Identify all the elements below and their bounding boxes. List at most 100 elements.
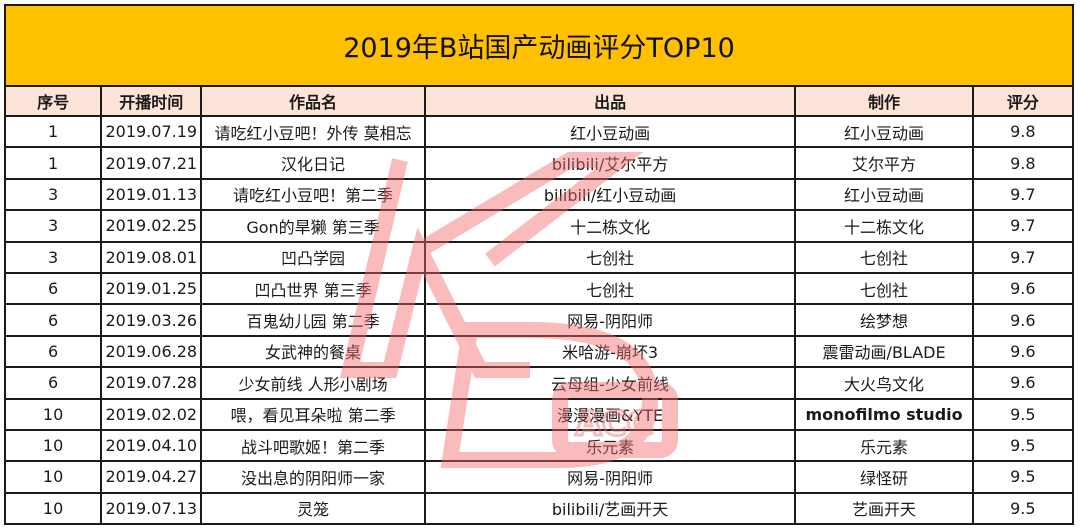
title-cell: 少女前线 人形小剧场 xyxy=(200,366,426,400)
score-cell: 9.8 xyxy=(971,114,1075,149)
table-row: 6 2019.06.28 女武神的餐桌 米哈游-崩坏3 震雷动画/BLADE 9… xyxy=(3,334,1075,369)
producer-cell: 红小豆动画 xyxy=(794,177,974,212)
score-cell: 9.5 xyxy=(971,428,1075,463)
publisher-cell: 米哈游-崩坏3 xyxy=(423,334,797,369)
header-rank: 序号 xyxy=(3,85,103,117)
table-row: 6 2019.01.25 凹凸世界 第三季 七创社 七创社 9.6 xyxy=(3,271,1075,306)
title-cell: 百鬼幼儿园 第二季 xyxy=(200,303,426,337)
rank-cell: 3 xyxy=(3,209,103,243)
score-cell: 9.5 xyxy=(971,491,1075,526)
producer-cell: 红小豆动画 xyxy=(794,114,974,149)
publisher-cell: 网易-阴阳师 xyxy=(423,460,797,494)
rank-cell: 10 xyxy=(3,428,103,463)
publisher-cell: 网易-阴阳师 xyxy=(423,303,797,337)
title-cell: 喂，看见耳朵啦 第二季 xyxy=(200,397,426,431)
publisher-cell: bilibili/艾尔平方 xyxy=(423,146,797,180)
publisher-cell: 乐元素 xyxy=(423,428,797,463)
date-cell: 2019.08.01 xyxy=(100,240,203,274)
date-cell: 2019.02.25 xyxy=(100,209,203,243)
score-cell: 9.6 xyxy=(971,303,1075,337)
date-cell: 2019.01.25 xyxy=(100,271,203,306)
rank-cell: 1 xyxy=(3,146,103,180)
table-title: 2019年B站国产动画评分TOP10 xyxy=(4,4,1074,87)
table-row: 10 2019.02.02 喂，看见耳朵啦 第二季 漫漫漫画&YTE monof… xyxy=(3,397,1075,431)
date-cell: 2019.06.28 xyxy=(100,334,203,369)
score-cell: 9.7 xyxy=(971,177,1075,212)
table-row: 10 2019.04.27 没出息的阴阳师一家 网易-阴阳师 绿怪研 9.5 xyxy=(3,460,1075,494)
header-publisher: 出品 xyxy=(423,85,797,117)
title-cell: 灵笼 xyxy=(200,491,426,526)
header-date: 开播时间 xyxy=(100,85,203,117)
rank-cell: 3 xyxy=(3,177,103,212)
publisher-cell: 漫漫漫画&YTE xyxy=(423,397,797,431)
producer-cell: 乐元素 xyxy=(794,428,974,463)
title-cell: 女武神的餐桌 xyxy=(200,334,426,369)
table-row: 6 2019.03.26 百鬼幼儿园 第二季 网易-阴阳师 绘梦想 9.6 xyxy=(3,303,1075,337)
date-cell: 2019.07.19 xyxy=(100,114,203,149)
publisher-cell: 七创社 xyxy=(423,240,797,274)
title-cell: 请吃红小豆吧！第二季 xyxy=(200,177,426,212)
publisher-cell: 七创社 xyxy=(423,271,797,306)
date-cell: 2019.07.28 xyxy=(100,366,203,400)
publisher-cell: 红小豆动画 xyxy=(423,114,797,149)
producer-cell: 震雷动画/BLADE xyxy=(794,334,974,369)
rank-cell: 1 xyxy=(3,114,103,149)
ranking-table: 2019年B站国产动画评分TOP10 序号 开播时间 作品名 出品 制作 评分 … xyxy=(3,4,1075,526)
table-row: 3 2019.01.13 请吃红小豆吧！第二季 bilibili/红小豆动画 红… xyxy=(3,177,1075,212)
score-cell: 9.6 xyxy=(971,334,1075,369)
publisher-cell: 云母组-少女前线 xyxy=(423,366,797,400)
producer-cell: 艺画开天 xyxy=(794,491,974,526)
score-cell: 9.7 xyxy=(971,240,1075,274)
title-row: 2019年B站国产动画评分TOP10 xyxy=(4,4,1074,87)
table-row: 3 2019.08.01 凹凸学园 七创社 七创社 9.7 xyxy=(3,240,1075,274)
producer-cell: monofilmo studio xyxy=(794,397,974,431)
title-cell: 汉化日记 xyxy=(200,146,426,180)
table-row: 6 2019.07.28 少女前线 人形小剧场 云母组-少女前线 大火鸟文化 9… xyxy=(3,366,1075,400)
score-cell: 9.6 xyxy=(971,366,1075,400)
date-cell: 2019.03.26 xyxy=(100,303,203,337)
score-cell: 9.6 xyxy=(971,271,1075,306)
producer-cell: 十二栋文化 xyxy=(794,209,974,243)
rank-cell: 6 xyxy=(3,271,103,306)
header-title: 作品名 xyxy=(200,85,426,117)
score-cell: 9.7 xyxy=(971,209,1075,243)
rank-cell: 10 xyxy=(3,397,103,431)
date-cell: 2019.07.13 xyxy=(100,491,203,526)
table-row: 1 2019.07.19 请吃红小豆吧！外传 莫相忘 红小豆动画 红小豆动画 9… xyxy=(3,114,1075,149)
rank-cell: 6 xyxy=(3,366,103,400)
date-cell: 2019.07.21 xyxy=(100,146,203,180)
score-cell: 9.5 xyxy=(971,397,1075,431)
title-cell: 没出息的阴阳师一家 xyxy=(200,460,426,494)
publisher-cell: bilibili/红小豆动画 xyxy=(423,177,797,212)
producer-cell: 绿怪研 xyxy=(794,460,974,494)
score-cell: 9.8 xyxy=(971,146,1075,180)
producer-cell: 艾尔平方 xyxy=(794,146,974,180)
title-cell: 请吃红小豆吧！外传 莫相忘 xyxy=(200,114,426,149)
producer-cell: 绘梦想 xyxy=(794,303,974,337)
date-cell: 2019.01.13 xyxy=(100,177,203,212)
header-row: 序号 开播时间 作品名 出品 制作 评分 xyxy=(3,85,1075,117)
publisher-cell: bilibili/艺画开天 xyxy=(423,491,797,526)
title-cell: 凹凸学园 xyxy=(200,240,426,274)
date-cell: 2019.04.10 xyxy=(100,428,203,463)
rank-cell: 10 xyxy=(3,460,103,494)
table-row: 3 2019.02.25 Gon的旱獭 第三季 十二栋文化 十二栋文化 9.7 xyxy=(3,209,1075,243)
score-cell: 9.5 xyxy=(971,460,1075,494)
table-row: 10 2019.07.13 灵笼 bilibili/艺画开天 艺画开天 9.5 xyxy=(3,491,1075,526)
producer-cell: 大火鸟文化 xyxy=(794,366,974,400)
date-cell: 2019.04.27 xyxy=(100,460,203,494)
publisher-cell: 十二栋文化 xyxy=(423,209,797,243)
rank-cell: 6 xyxy=(3,334,103,369)
header-score: 评分 xyxy=(971,85,1075,117)
header-producer: 制作 xyxy=(794,85,974,117)
title-cell: 战斗吧歌姬！第二季 xyxy=(200,428,426,463)
rank-cell: 6 xyxy=(3,303,103,337)
rank-cell: 3 xyxy=(3,240,103,274)
ranking-table-container: 2019年B站国产动画评分TOP10 序号 开播时间 作品名 出品 制作 评分 … xyxy=(3,4,1075,526)
producer-cell: 七创社 xyxy=(794,271,974,306)
table-row: 1 2019.07.21 汉化日记 bilibili/艾尔平方 艾尔平方 9.8 xyxy=(3,146,1075,180)
table-row: 10 2019.04.10 战斗吧歌姬！第二季 乐元素 乐元素 9.5 xyxy=(3,428,1075,463)
rank-cell: 10 xyxy=(3,491,103,526)
title-cell: 凹凸世界 第三季 xyxy=(200,271,426,306)
producer-cell: 七创社 xyxy=(794,240,974,274)
